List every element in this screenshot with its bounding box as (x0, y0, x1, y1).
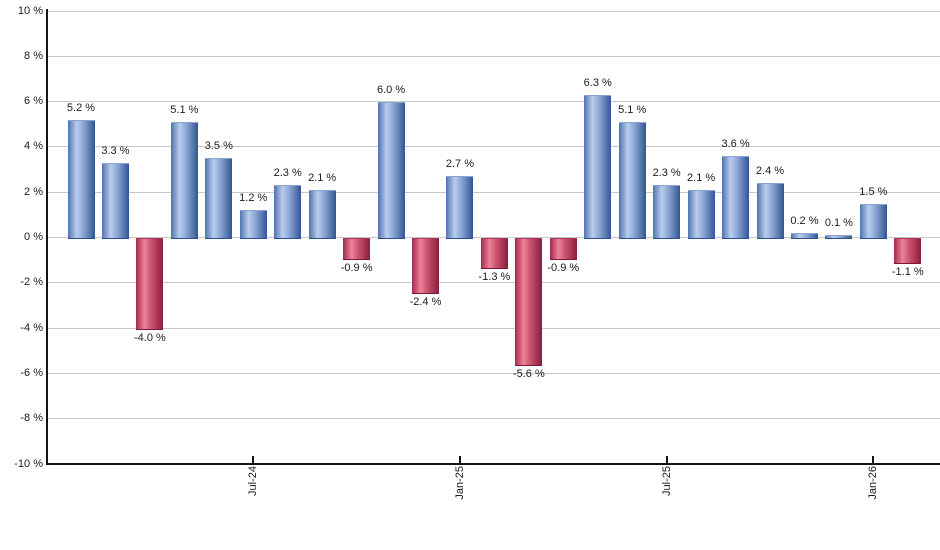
gridline (48, 372, 940, 374)
bar-value-label: 2.3 % (652, 167, 681, 180)
bar-value-label: -0.9 % (340, 261, 373, 274)
bar (308, 189, 336, 240)
bar (859, 203, 887, 240)
bar (480, 237, 508, 269)
bar (894, 237, 922, 265)
y-axis-tick-label: -10 % (14, 457, 43, 470)
bar (446, 176, 474, 240)
bar (825, 235, 853, 240)
bar-value-label: 3.5 % (204, 140, 233, 153)
y-axis-tick-label: 0 % (24, 231, 43, 243)
y-axis-tick-label: -6 % (20, 366, 43, 379)
bar (515, 237, 543, 367)
bar (722, 155, 750, 240)
y-axis-tick-label: 4 % (24, 140, 43, 153)
bar (756, 183, 784, 240)
bar-value-label: 5.2 % (66, 101, 96, 114)
y-axis-tick-label: 8 % (24, 49, 43, 62)
bar-value-label: 2.1 % (308, 171, 337, 184)
bar-value-label: -0.9 % (547, 261, 580, 274)
bar-value-label: 6.3 % (583, 76, 612, 89)
bar (377, 101, 405, 240)
x-axis-tick (458, 456, 461, 464)
bar-value-label: -2.4 % (409, 295, 442, 308)
y-axis-tick-label: 6 % (24, 95, 43, 108)
y-axis-line (46, 9, 48, 465)
bar-value-label: -1.3 % (478, 270, 511, 283)
bar (101, 162, 129, 240)
bar-value-label: 1.5 % (859, 185, 888, 198)
bar-value-label: 6.0 % (376, 83, 406, 96)
bar (549, 237, 577, 260)
bar-value-label: 2.7 % (445, 158, 474, 171)
gridline (48, 327, 940, 329)
bar-value-label: 3.6 % (721, 137, 750, 150)
bar-value-label: 0.1 % (824, 217, 853, 230)
bar (343, 237, 371, 260)
bar-value-label: 1.2 % (239, 192, 268, 205)
x-axis-tick (872, 456, 875, 464)
y-axis-tick-label: -8 % (20, 412, 43, 425)
bar-value-label: -4.0 % (133, 332, 166, 345)
y-axis-tick-label: 2 % (24, 185, 43, 198)
bar (412, 237, 439, 294)
bar (653, 185, 681, 240)
bar-value-label: -5.6 % (512, 368, 545, 381)
x-axis-tick (252, 456, 255, 464)
bar (239, 210, 267, 240)
x-axis-tick-label: Jan-26 (867, 466, 880, 500)
bar-value-label: 2.1 % (687, 171, 716, 184)
bar (584, 94, 612, 240)
y-axis-tick-label: -4 % (20, 321, 43, 334)
gridline (48, 146, 940, 148)
bar-value-label: 2.4 % (755, 165, 785, 178)
bar-value-label: 0.2 % (790, 214, 819, 227)
bar-value-label: -1.1 % (891, 266, 924, 279)
x-axis-line (46, 463, 940, 465)
gridline (48, 101, 940, 103)
x-axis-tick-label: Jan-25 (453, 466, 466, 500)
gridline (48, 191, 940, 193)
y-axis-tick-label: 10 % (17, 4, 43, 17)
x-axis-tick (665, 456, 668, 464)
gridline (48, 418, 940, 420)
bar-value-label: 5.1 % (618, 103, 647, 116)
bar (687, 189, 715, 240)
bar (67, 119, 95, 240)
bar (274, 185, 302, 240)
x-axis-tick-label: Jul-24 (247, 466, 260, 496)
y-axis-tick-label: -2 % (20, 276, 43, 289)
gridline (48, 10, 940, 12)
x-axis-tick-label: Jul-25 (660, 466, 673, 496)
bar (205, 158, 233, 240)
bar-value-label: 5.1 % (170, 103, 199, 116)
gridline (48, 55, 940, 57)
bar (170, 121, 198, 240)
gridline (48, 282, 940, 284)
bar-value-label: 3.3 % (101, 144, 130, 157)
bar (790, 232, 818, 240)
bar (136, 237, 164, 331)
bar (618, 121, 646, 240)
bar-value-label: 2.3 % (273, 167, 302, 180)
